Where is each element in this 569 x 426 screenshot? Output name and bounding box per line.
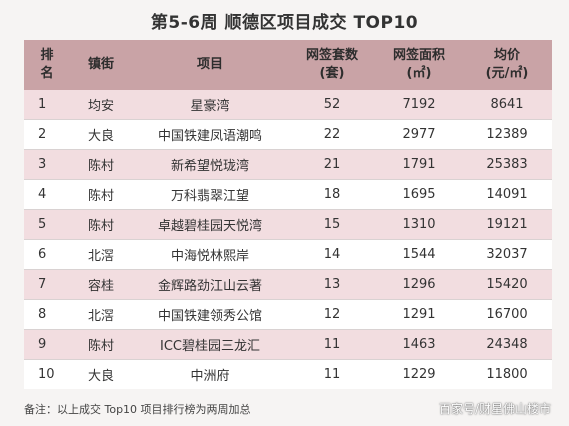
- units-cell: 12: [288, 299, 376, 330]
- header-units: 网签套数 (套): [288, 40, 376, 90]
- town-cell: 陈村: [70, 209, 132, 240]
- units-cell: 11: [288, 329, 376, 360]
- rank-cell: 9: [24, 329, 70, 360]
- town-cell: 北滘: [70, 299, 132, 330]
- table-row: 1 均安 星豪湾 52 7192 8641: [24, 90, 552, 120]
- table-row: 2 大良 中国铁建凤语潮鸣 22 2977 12389: [24, 119, 552, 150]
- table-row: 3 陈村 新希望悦珑湾 21 1791 25383: [24, 149, 552, 180]
- project-cell: 中海悦林熙岸: [132, 239, 288, 270]
- header-project: 项目: [132, 40, 288, 90]
- header-price: 均价 (元/㎡): [462, 40, 552, 90]
- footnote: 备注：以上成交 Top10 项目排行榜为两周加总: [24, 403, 251, 416]
- units-cell: 22: [288, 119, 376, 150]
- rank-cell: 10: [24, 359, 70, 389]
- area-cell: 2977: [376, 119, 462, 150]
- rank-cell: 1: [24, 90, 70, 120]
- town-cell: 北滘: [70, 239, 132, 270]
- units-cell: 13: [288, 269, 376, 300]
- units-cell: 21: [288, 149, 376, 180]
- table-row: 4 陈村 万科翡翠江望 18 1695 14091: [24, 179, 552, 210]
- table-row: 8 北滘 中国铁建领秀公馆 12 1291 16700: [24, 299, 552, 330]
- header-area-label: 网签面积 (㎡): [392, 48, 445, 81]
- units-cell: 52: [288, 90, 376, 120]
- project-cell: 卓越碧桂园天悦湾: [132, 209, 288, 240]
- header-rank: 排名: [24, 40, 70, 90]
- area-cell: 1296: [376, 269, 462, 300]
- ranking-table: 排名 镇街 项目 网签套数 (套) 网签面积 (㎡) 均价 (元/㎡) 1 均安 星豪湾 5…: [24, 40, 552, 389]
- table-row: 7 容桂 金辉路劲江山云著 13 1296 15420: [24, 269, 552, 300]
- price-cell: 8641: [462, 90, 552, 120]
- town-cell: 大良: [70, 119, 132, 150]
- area-cell: 1695: [376, 179, 462, 210]
- rank-cell: 5: [24, 209, 70, 240]
- rank-cell: 7: [24, 269, 70, 300]
- rank-cell: 8: [24, 299, 70, 330]
- town-cell: 陈村: [70, 329, 132, 360]
- units-cell: 15: [288, 209, 376, 240]
- town-cell: 陈村: [70, 149, 132, 180]
- table-body: 1 均安 星豪湾 52 7192 8641 2 大良 中国铁建凤语潮鸣 22 2977 12389 3 陈…: [24, 90, 552, 389]
- town-cell: 陈村: [70, 179, 132, 210]
- price-cell: 32037: [462, 239, 552, 270]
- project-cell: 金辉路劲江山云著: [132, 269, 288, 300]
- table-row: 6 北滘 中海悦林熙岸 14 1544 32037: [24, 239, 552, 270]
- town-cell: 容桂: [70, 269, 132, 300]
- rank-cell: 2: [24, 119, 70, 150]
- rank-cell: 3: [24, 149, 70, 180]
- price-cell: 12389: [462, 119, 552, 150]
- table-row: 5 陈村 卓越碧桂园天悦湾 15 1310 19121: [24, 209, 552, 240]
- price-cell: 19121: [462, 209, 552, 240]
- area-cell: 1310: [376, 209, 462, 240]
- town-cell: 大良: [70, 359, 132, 389]
- price-cell: 25383: [462, 149, 552, 180]
- price-cell: 11800: [462, 359, 552, 389]
- rank-cell: 4: [24, 179, 70, 210]
- area-cell: 1291: [376, 299, 462, 330]
- project-cell: 新希望悦珑湾: [132, 149, 288, 180]
- header-price-label: 均价 (元/㎡): [485, 48, 529, 81]
- town-cell: 均安: [70, 90, 132, 120]
- price-cell: 15420: [462, 269, 552, 300]
- price-cell: 14091: [462, 179, 552, 210]
- project-cell: 星豪湾: [132, 90, 288, 120]
- project-cell: 中国铁建领秀公馆: [132, 299, 288, 330]
- units-cell: 14: [288, 239, 376, 270]
- units-cell: 11: [288, 359, 376, 389]
- table-header-row: 排名 镇街 项目 网签套数 (套) 网签面积 (㎡) 均价 (元/㎡): [24, 40, 552, 90]
- project-cell: 中洲府: [132, 359, 288, 389]
- price-cell: 24348: [462, 329, 552, 360]
- header-rank-label: 排名: [40, 48, 54, 81]
- project-cell: ICC碧桂园三龙汇: [132, 329, 288, 360]
- area-cell: 1791: [376, 149, 462, 180]
- rank-cell: 6: [24, 239, 70, 270]
- header-units-label: 网签套数 (套): [305, 48, 358, 81]
- project-cell: 万科翡翠江望: [132, 179, 288, 210]
- area-cell: 1463: [376, 329, 462, 360]
- units-cell: 18: [288, 179, 376, 210]
- header-town: 镇街: [70, 40, 132, 90]
- area-cell: 7192: [376, 90, 462, 120]
- table-title: 第5-6周 顺德区项目成交 TOP10: [150, 13, 419, 33]
- project-cell: 中国铁建凤语潮鸣: [132, 119, 288, 150]
- header-area: 网签面积 (㎡): [376, 40, 462, 90]
- area-cell: 1229: [376, 359, 462, 389]
- source-watermark: 百家号/财星佛山楼市: [438, 402, 551, 416]
- table-row: 10 大良 中洲府 11 1229 11800: [24, 359, 552, 389]
- area-cell: 1544: [376, 239, 462, 270]
- table-row: 9 陈村 ICC碧桂园三龙汇 11 1463 24348: [24, 329, 552, 360]
- price-cell: 16700: [462, 299, 552, 330]
